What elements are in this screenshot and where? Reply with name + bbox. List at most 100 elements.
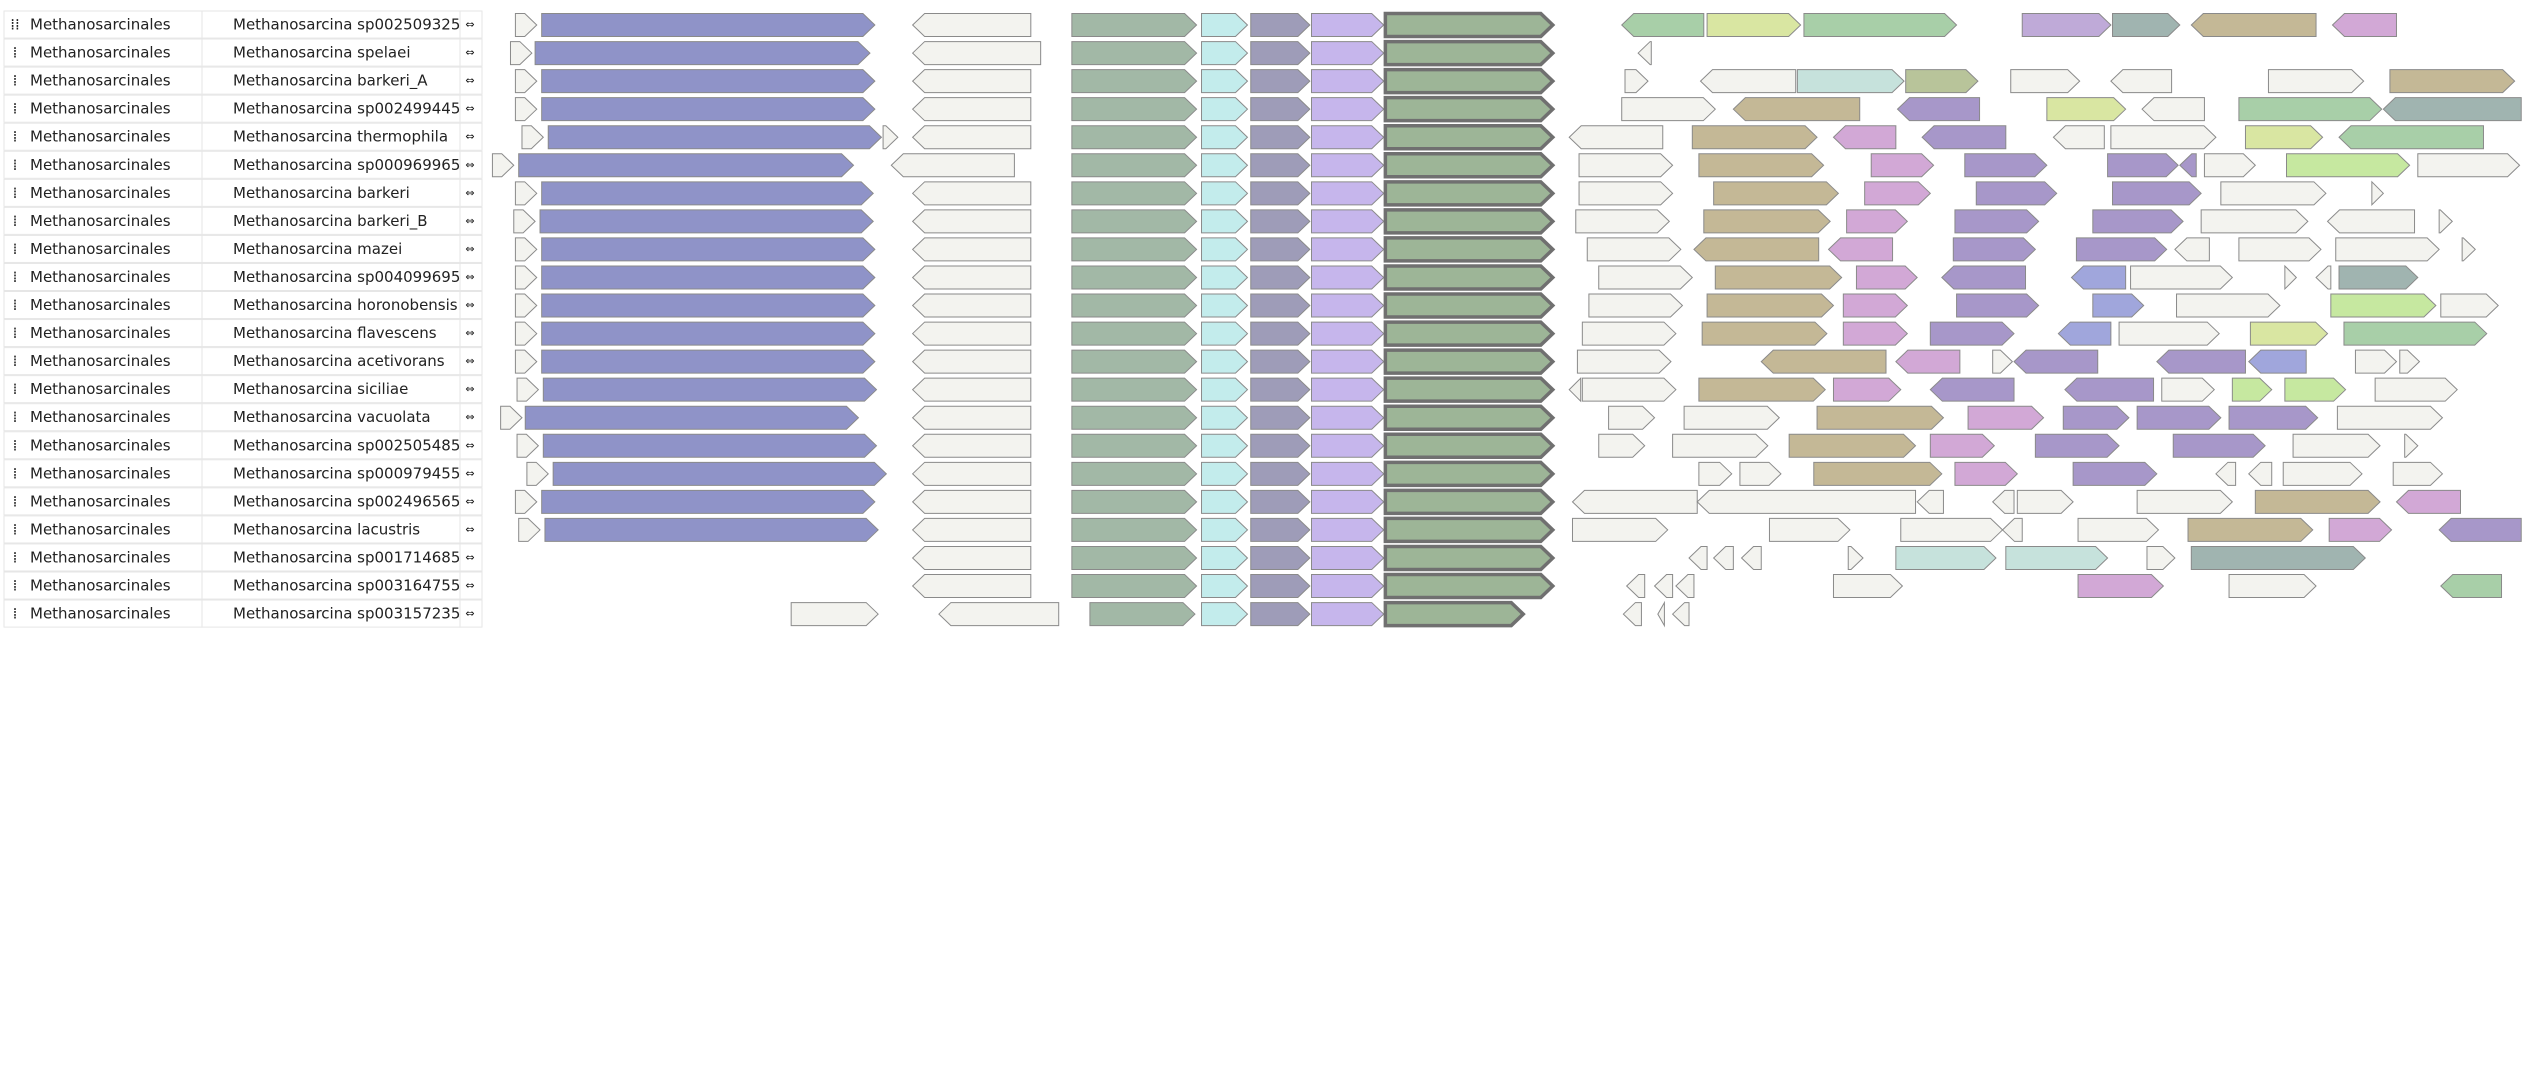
- gene-arrow[interactable]: [911, 181, 1032, 206]
- gene-arrow[interactable]: [1895, 349, 1961, 374]
- gene-arrow[interactable]: [542, 377, 878, 402]
- gene-arrow[interactable]: [1941, 265, 2027, 290]
- gene-arrow[interactable]: [1310, 293, 1385, 318]
- gene-arrow[interactable]: [1310, 489, 1385, 514]
- gene-arrow[interactable]: [1672, 433, 1769, 458]
- gene-arrow[interactable]: [1201, 545, 1249, 570]
- gene-arrow[interactable]: [1201, 13, 1249, 38]
- gene-arrow[interactable]: [514, 69, 538, 94]
- align-toggle[interactable]: ⇔: [465, 411, 474, 424]
- gene-arrow[interactable]: [1383, 123, 1556, 151]
- gene-arrow[interactable]: [2146, 545, 2176, 570]
- gene-arrow[interactable]: [1699, 69, 1797, 94]
- gene-arrow[interactable]: [790, 602, 879, 627]
- gene-arrow[interactable]: [1310, 97, 1385, 122]
- gene-arrow[interactable]: [1310, 237, 1385, 262]
- gene-arrow[interactable]: [2118, 321, 2220, 346]
- gene-arrow[interactable]: [1788, 433, 1917, 458]
- align-toggle[interactable]: ⇔: [465, 102, 474, 115]
- gene-arrow[interactable]: [2292, 433, 2381, 458]
- gene-arrow[interactable]: [1905, 69, 1979, 94]
- gene-arrow[interactable]: [1598, 265, 1694, 290]
- gene-arrow[interactable]: [1832, 377, 1902, 402]
- gene-arrow[interactable]: [1967, 405, 2045, 430]
- gene-arrow[interactable]: [1701, 321, 1828, 346]
- gene-arrow[interactable]: [2336, 405, 2444, 430]
- gene-arrow[interactable]: [514, 489, 538, 514]
- gene-arrow[interactable]: [2176, 293, 2281, 318]
- gene-arrow[interactable]: [1250, 349, 1311, 374]
- gene-arrow[interactable]: [1310, 13, 1385, 38]
- gene-arrow[interactable]: [2440, 574, 2503, 599]
- gene-arrow[interactable]: [2215, 461, 2237, 486]
- gene-arrow[interactable]: [1089, 602, 1196, 627]
- gene-arrow[interactable]: [1622, 602, 1642, 627]
- gene-arrow[interactable]: [1568, 376, 1582, 403]
- gene-arrow[interactable]: [509, 41, 533, 66]
- gene-arrow[interactable]: [2112, 181, 2202, 206]
- align-toggle[interactable]: ⇔: [465, 579, 474, 592]
- align-toggle[interactable]: ⇔: [465, 355, 474, 368]
- gene-arrow[interactable]: [514, 237, 538, 262]
- gene-arrow[interactable]: [1383, 292, 1556, 319]
- align-toggle[interactable]: ⇔: [465, 18, 474, 31]
- gene-arrow[interactable]: [1250, 69, 1311, 94]
- gene-arrow[interactable]: [2179, 153, 2197, 178]
- gene-arrow[interactable]: [541, 237, 876, 262]
- gene-arrow[interactable]: [1383, 39, 1556, 67]
- gene-arrow[interactable]: [2136, 489, 2234, 514]
- gene-arrow[interactable]: [911, 293, 1032, 318]
- gene-arrow[interactable]: [541, 181, 874, 206]
- gene-arrow[interactable]: [2338, 265, 2419, 290]
- gene-arrow[interactable]: [526, 461, 549, 486]
- gene-arrow[interactable]: [1071, 153, 1198, 178]
- gene-arrow[interactable]: [911, 321, 1032, 346]
- gene-arrow[interactable]: [1706, 13, 1802, 38]
- gene-arrow[interactable]: [514, 181, 538, 206]
- gene-arrow[interactable]: [1201, 97, 1249, 122]
- gene-arrow[interactable]: [1383, 516, 1556, 544]
- gene-arrow[interactable]: [2136, 405, 2222, 430]
- gene-arrow[interactable]: [1956, 293, 2040, 318]
- gene-arrow[interactable]: [1250, 41, 1311, 66]
- gene-arrow[interactable]: [2343, 321, 2488, 346]
- gene-arrow[interactable]: [1657, 600, 1665, 628]
- gene-arrow[interactable]: [1581, 377, 1677, 402]
- gene-arrow[interactable]: [2284, 264, 2298, 291]
- gene-arrow[interactable]: [2440, 293, 2499, 318]
- gene-arrow[interactable]: [513, 209, 536, 234]
- gene-arrow[interactable]: [2330, 293, 2437, 318]
- gene-arrow[interactable]: [1071, 349, 1198, 374]
- gene-arrow[interactable]: [1739, 461, 1782, 486]
- gene-arrow[interactable]: [911, 405, 1032, 430]
- gene-arrow[interactable]: [2328, 517, 2393, 542]
- gene-arrow[interactable]: [2461, 237, 2476, 262]
- gene-arrow[interactable]: [2112, 13, 2181, 38]
- gene-arrow[interactable]: [1383, 320, 1556, 347]
- gene-arrow[interactable]: [1250, 209, 1311, 234]
- gene-arrow[interactable]: [1201, 574, 1249, 599]
- gene-arrow[interactable]: [2238, 97, 2383, 122]
- gene-arrow[interactable]: [1383, 572, 1556, 600]
- gene-arrow[interactable]: [1578, 181, 1674, 206]
- gene-arrow[interactable]: [547, 125, 883, 150]
- gene-arrow[interactable]: [1250, 602, 1311, 627]
- gene-arrow[interactable]: [1201, 321, 1249, 346]
- gene-arrow[interactable]: [1071, 41, 1198, 66]
- gene-arrow[interactable]: [1201, 377, 1249, 402]
- gene-arrow[interactable]: [911, 461, 1032, 486]
- align-toggle[interactable]: ⇔: [465, 495, 474, 508]
- gene-arrow[interactable]: [1383, 544, 1556, 572]
- align-toggle[interactable]: ⇔: [465, 270, 474, 283]
- gene-arrow[interactable]: [2248, 349, 2307, 374]
- gene-arrow[interactable]: [1383, 95, 1556, 123]
- gene-arrow[interactable]: [541, 489, 876, 514]
- gene-arrow[interactable]: [2075, 237, 2168, 262]
- gene-arrow[interactable]: [911, 265, 1032, 290]
- gene-arrow[interactable]: [2156, 349, 2246, 374]
- gene-arrow[interactable]: [1071, 517, 1198, 542]
- gene-arrow[interactable]: [1071, 125, 1198, 150]
- gene-arrow[interactable]: [1201, 602, 1249, 627]
- gene-arrow[interactable]: [1896, 97, 1981, 122]
- gene-arrow[interactable]: [1201, 69, 1249, 94]
